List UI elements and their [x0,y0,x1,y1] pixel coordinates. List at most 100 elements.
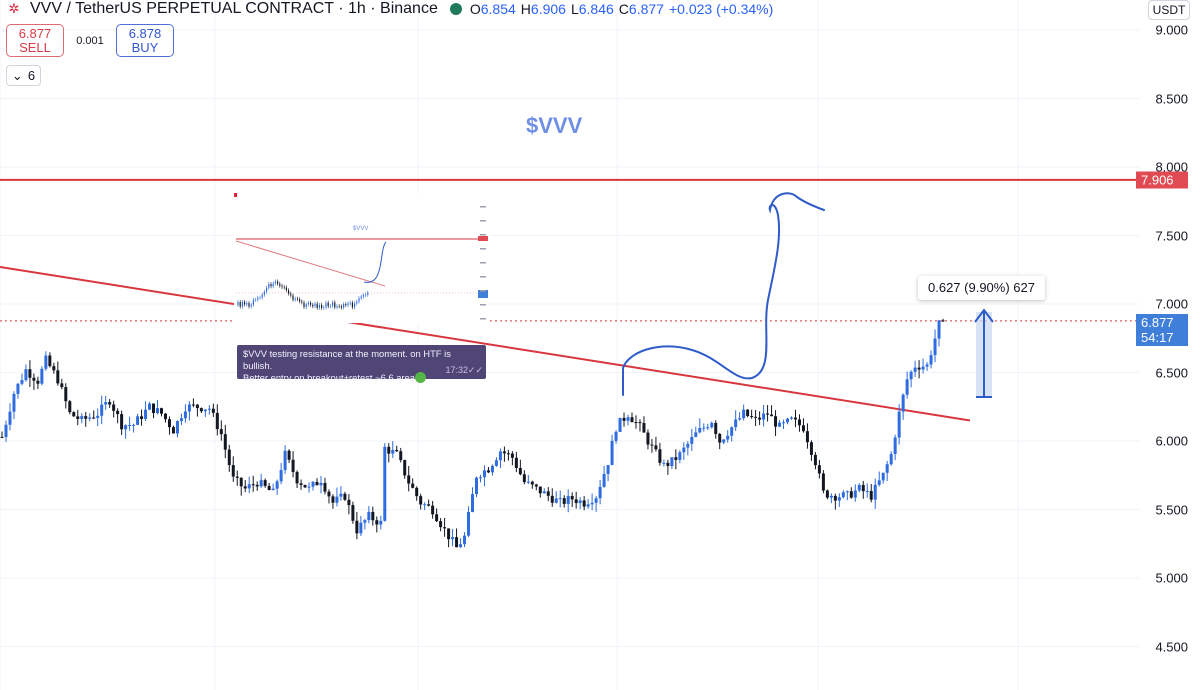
candle [885,460,889,482]
candle [490,464,494,476]
candle [136,413,140,426]
candle-body [881,472,885,481]
candle [714,420,718,439]
candle [379,515,383,530]
candle [869,483,873,503]
inset-candle-body [362,295,364,297]
candle-body [933,338,937,356]
candle-body [116,410,120,415]
candle-body [163,413,167,420]
candle [614,430,618,444]
candle [937,320,941,347]
candle [60,378,64,390]
candle [594,495,598,512]
candle [901,393,905,420]
candle [530,480,534,489]
candle-body [614,431,618,441]
candle [156,400,160,415]
inset-candle-body [296,298,298,300]
candle-body [706,427,710,429]
candle [634,415,638,429]
candle [694,426,698,438]
sell-button[interactable]: 6.877 SELL [6,24,64,57]
candle [518,459,522,476]
message-line-1: $VVV testing resistance at the moment. o… [243,348,451,371]
inset-candle-body [345,304,347,306]
inset-candle-body [241,301,243,307]
candle [435,508,439,523]
market-status-icon[interactable] [449,3,462,15]
candle-body [12,393,16,412]
candle-body [526,481,530,483]
candle-body [80,416,84,420]
candle-body [734,419,738,428]
candle [92,410,96,420]
candle-body [786,418,790,423]
candle [690,428,694,452]
projection-curve [622,192,825,396]
candle-body [156,408,160,414]
candle [546,487,550,502]
candle-body [343,493,347,500]
candle [44,351,48,372]
candle-body [167,419,171,428]
candle-body [754,416,758,418]
candle [251,475,255,492]
candle-body [897,411,901,438]
chart-header: ✲ VVV / TetherUS PERPETUAL CONTRACT · 1h… [6,0,774,18]
candle [203,409,207,417]
candle [347,494,351,515]
candle-body [634,422,638,424]
candle-body [722,439,726,443]
candle-body [403,460,407,476]
candle [355,511,359,540]
candle-body [570,496,574,500]
candle-body [714,422,718,434]
candle [586,499,590,509]
candle [550,488,554,507]
candle-body [347,499,351,506]
candle-body [44,355,48,369]
buy-button[interactable]: 6.878 BUY [116,24,174,57]
candle [471,487,475,513]
inset-candle-body [343,304,345,308]
candle [339,486,343,501]
candle [219,420,223,441]
inset-screenshot: $VVV [234,193,490,323]
candle-body [746,409,750,417]
candle [502,446,506,462]
candle-body [909,371,913,380]
candle [40,366,44,386]
candle-body [913,367,917,372]
symbol-title[interactable]: VVV / TetherUS PERPETUAL CONTRACT · 1h ·… [30,0,438,17]
candle-body [291,459,295,472]
candle-body [299,483,303,485]
inset-axis-tick [480,290,486,292]
candle-body [646,432,650,445]
inset-candle-body [351,302,353,308]
trade-panel: 6.877 SELL 0.001 6.878 BUY [6,24,174,57]
candle [554,491,558,504]
indicators-toggle[interactable]: ⌄ 6 [6,65,41,86]
candle [223,424,227,459]
candle [941,318,945,323]
candle [770,405,774,417]
currency-selector[interactable]: USDT [1148,0,1190,20]
candle-body [642,422,646,433]
candle-body [467,512,471,536]
candle-body [259,480,263,487]
candle [654,436,658,452]
candle [542,488,546,494]
candle-body [574,499,578,504]
candle-body [295,471,299,484]
candle-body [610,440,614,466]
inset-candle-body [338,306,340,307]
candle-body [793,417,797,420]
inset-candle-body [274,281,276,284]
ohlc-key: L [570,1,579,17]
candle-body [171,427,175,434]
candle [742,404,746,421]
last-price-value: 6.877 [1141,315,1174,330]
candle-body [96,415,100,418]
